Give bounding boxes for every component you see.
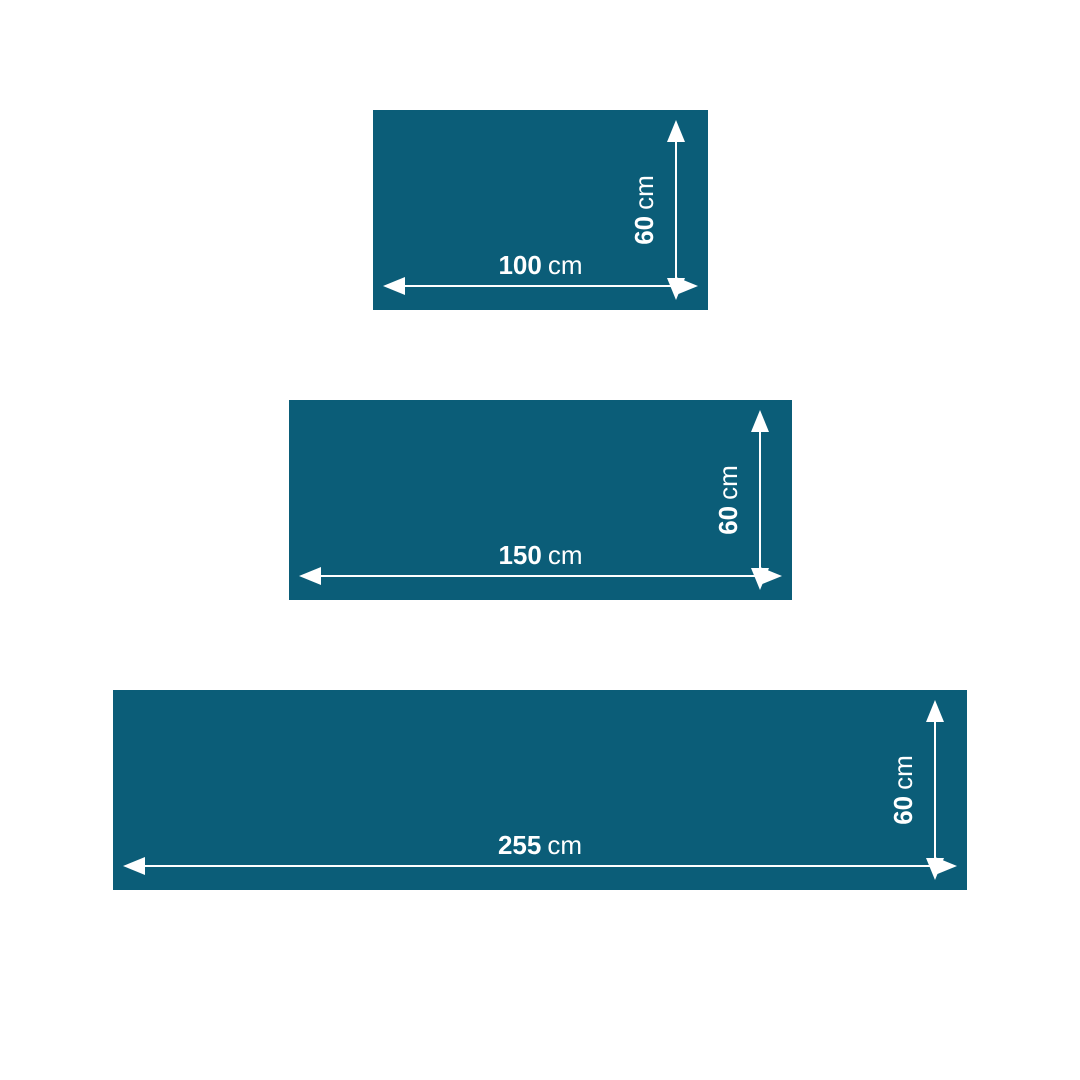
height-unit: cm: [629, 175, 659, 210]
height-arrowhead-down: [751, 568, 769, 590]
height-label: 60 cm: [631, 110, 657, 310]
width-label: 100cm: [373, 252, 708, 278]
width-value: 100: [498, 250, 541, 280]
panel-small: 100cm60cm: [373, 110, 708, 310]
height-value: 60: [713, 506, 743, 535]
height-arrowhead-down: [667, 278, 685, 300]
height-arrowhead-down: [926, 858, 944, 880]
height-arrowhead-up: [926, 700, 944, 722]
width-arrow-line: [145, 865, 935, 867]
height-arrowhead-up: [667, 120, 685, 142]
width-arrow-line: [321, 575, 760, 577]
panel-large: 255cm60cm: [113, 690, 967, 890]
panel-medium: 150cm60cm: [289, 400, 792, 600]
width-value: 150: [498, 540, 541, 570]
width-label: 255cm: [113, 832, 967, 858]
height-arrowhead-up: [751, 410, 769, 432]
width-unit: cm: [548, 250, 583, 280]
width-arrowhead-left: [383, 277, 405, 295]
height-label: 60 cm: [715, 400, 741, 600]
width-arrowhead-left: [299, 567, 321, 585]
width-arrowhead-left: [123, 857, 145, 875]
height-arrow-line: [934, 722, 936, 858]
height-arrow-line: [675, 142, 677, 278]
height-value: 60: [629, 216, 659, 245]
height-value: 60: [888, 796, 918, 825]
height-unit: cm: [713, 465, 743, 500]
height-arrow-line: [759, 432, 761, 568]
width-unit: cm: [548, 540, 583, 570]
height-unit: cm: [888, 755, 918, 790]
width-value: 255: [498, 830, 541, 860]
width-unit: cm: [547, 830, 582, 860]
height-label: 60 cm: [890, 690, 916, 890]
